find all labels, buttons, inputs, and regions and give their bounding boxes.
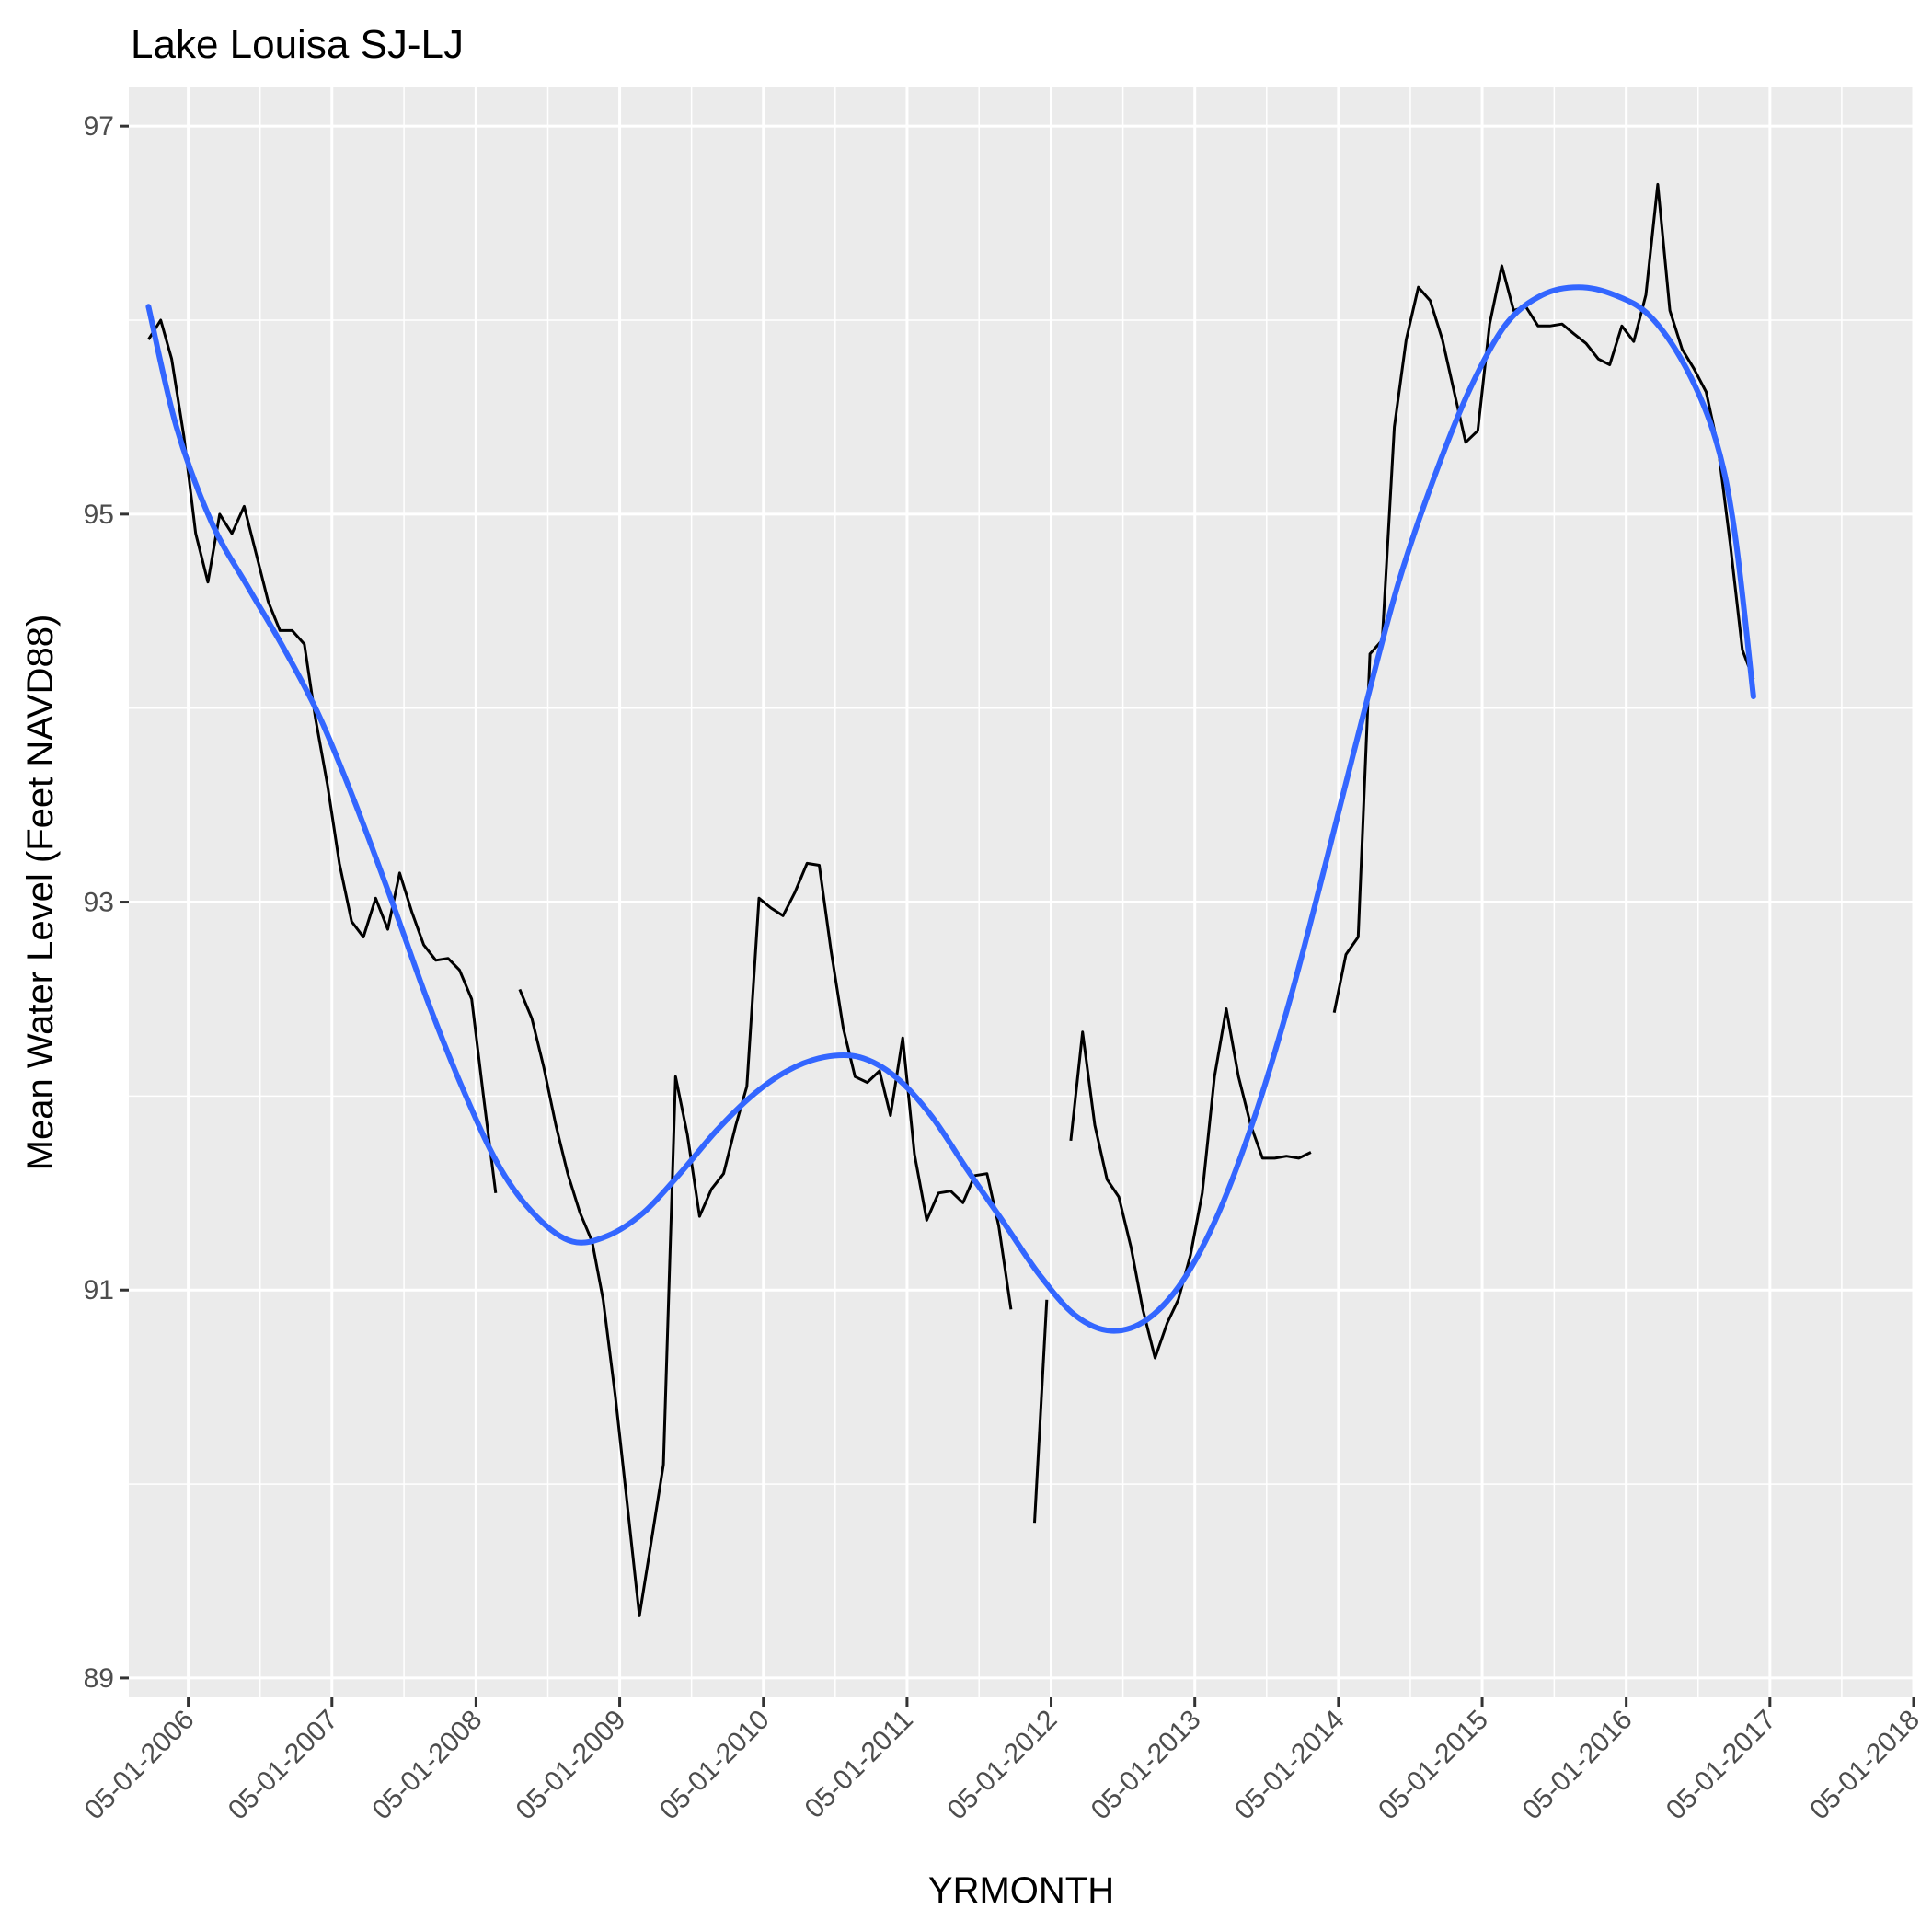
y-axis-title: Mean Water Level (Feet NAVD88) — [20, 615, 61, 1171]
x-tick-label: 05-01-2007 — [223, 1705, 344, 1826]
smooth-trend-line — [145, 284, 1756, 1334]
observed-line-segment — [147, 318, 498, 1193]
x-tick-label: 05-01-2008 — [366, 1705, 488, 1826]
x-tick-label: 05-01-2011 — [799, 1705, 919, 1824]
observed-line-segment — [518, 861, 1013, 1617]
x-tick-label: 05-01-2018 — [1804, 1705, 1926, 1826]
smooth-series — [145, 284, 1756, 1334]
x-axis-title: YRMONTH — [928, 1870, 1114, 1911]
y-tick-label: 97 — [84, 111, 114, 142]
major-gridlines — [129, 87, 1915, 1697]
x-tick-label: 05-01-2015 — [1373, 1705, 1494, 1826]
y-axis: 89 91 93 95 97 — [84, 111, 129, 1694]
observed-line-segment — [1033, 1299, 1049, 1524]
chart-title: Lake Louisa SJ-LJ — [131, 22, 464, 67]
x-tick-label: 05-01-2009 — [511, 1705, 632, 1826]
x-tick-label: 05-01-2014 — [1229, 1705, 1351, 1826]
x-tick-label: 05-01-2016 — [1517, 1705, 1639, 1826]
observed-line-segment — [1332, 182, 1755, 1013]
observed-line-segment — [1069, 1007, 1312, 1360]
x-tick-label: 05-01-2017 — [1661, 1705, 1782, 1826]
plot-panel — [129, 87, 1914, 1697]
y-tick-label: 91 — [84, 1275, 114, 1305]
observed-series — [147, 182, 1755, 1617]
y-tick-label: 89 — [84, 1663, 114, 1694]
x-axis: 05-01-2006 05-01-2007 05-01-2008 05-01-2009… — [79, 1697, 1926, 1825]
x-tick-label: 05-01-2010 — [654, 1705, 776, 1826]
y-tick-label: 93 — [84, 888, 114, 918]
x-tick-label: 05-01-2013 — [1086, 1705, 1207, 1826]
x-tick-label: 05-01-2012 — [942, 1705, 1064, 1826]
x-tick-label: 05-01-2006 — [79, 1705, 201, 1826]
y-tick-label: 95 — [84, 500, 114, 530]
minor-gridlines — [129, 87, 1914, 1697]
